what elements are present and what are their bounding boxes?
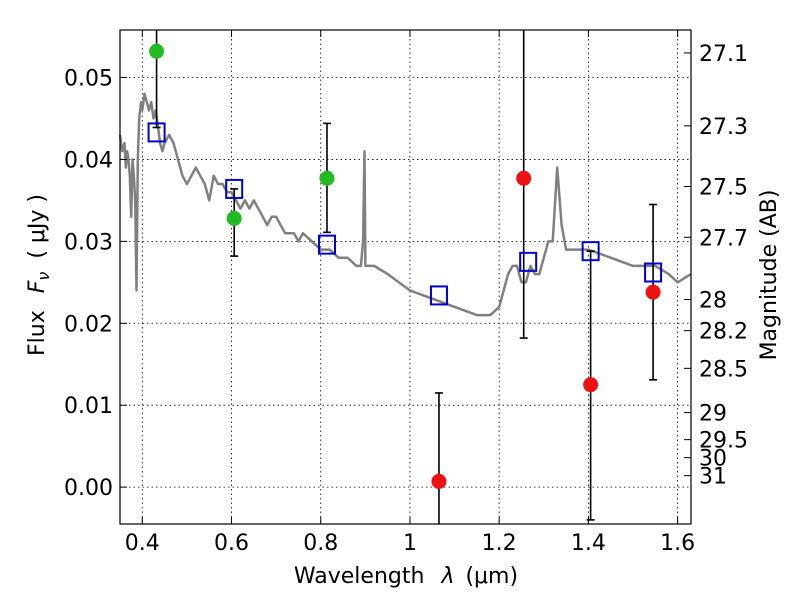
plot-frame bbox=[119, 29, 692, 525]
y2-tick-label: 27.5 bbox=[699, 175, 748, 200]
green-data-point bbox=[149, 43, 165, 59]
y2-tick-label: 27.7 bbox=[699, 226, 748, 251]
y2-tick-label: 29 bbox=[699, 402, 727, 427]
x-tick-label: 0.8 bbox=[303, 531, 338, 556]
x-tick-label: 1.6 bbox=[660, 531, 695, 556]
grid-layer bbox=[120, 30, 691, 524]
y2-axis-label: Magnitude (AB) bbox=[757, 190, 782, 361]
red-data-point bbox=[645, 284, 661, 300]
model-square-marker bbox=[225, 178, 244, 199]
x-tick-label: 0.4 bbox=[125, 531, 160, 556]
model-square-marker bbox=[644, 262, 663, 283]
spectrum-line bbox=[118, 92, 692, 317]
y2-tick-label: 27.3 bbox=[699, 115, 748, 140]
y-tick-label: 0.05 bbox=[64, 67, 113, 92]
y2-tick-label: 31 bbox=[699, 465, 727, 490]
x-tick-label: 1.4 bbox=[571, 531, 606, 556]
y-tick-label: 0.02 bbox=[64, 312, 113, 337]
y-tick-label: 0.04 bbox=[64, 148, 113, 173]
red-data-point bbox=[583, 377, 599, 393]
red-data-point bbox=[516, 170, 532, 186]
x-tick-label: 0.6 bbox=[214, 531, 249, 556]
model-square-marker bbox=[581, 241, 600, 262]
y2-tick-label: 28 bbox=[699, 289, 727, 314]
y-axis-label: Flux Fν ( μJy ) bbox=[25, 194, 55, 356]
marker-layer bbox=[147, 43, 663, 489]
red-data-point bbox=[431, 473, 447, 489]
y2-tick-label: 27.1 bbox=[699, 42, 748, 67]
y-tick-label: 0.00 bbox=[64, 476, 113, 501]
x-tick-label: 1 bbox=[403, 531, 417, 556]
frame-layer bbox=[119, 29, 692, 525]
y2-tick-label: 28.2 bbox=[699, 320, 748, 345]
model-square-marker bbox=[317, 234, 336, 255]
spectrum-layer bbox=[118, 92, 692, 317]
y2-tick-label: 29.5 bbox=[699, 429, 748, 454]
x-tick-label: 1.2 bbox=[482, 531, 517, 556]
model-square-marker bbox=[519, 251, 538, 272]
y2-tick-label: 28.5 bbox=[699, 357, 748, 382]
model-square-marker bbox=[147, 122, 166, 143]
model-square-marker bbox=[429, 285, 448, 306]
y2-tick-label: 30 bbox=[699, 447, 727, 472]
errorbar-layer bbox=[152, 30, 658, 524]
green-data-point bbox=[226, 210, 242, 226]
y-tick-label: 0.03 bbox=[64, 230, 113, 255]
tick-layer: 0.4 0.6 0.8 1 1.2 1.4 1.6 0.00 0.01 0.02 0.03 0.04 0… bbox=[64, 30, 748, 556]
y-tick-label: 0.01 bbox=[64, 394, 113, 419]
green-data-point bbox=[319, 170, 335, 186]
x-axis-label: Wavelength λ (μm) bbox=[294, 564, 518, 589]
